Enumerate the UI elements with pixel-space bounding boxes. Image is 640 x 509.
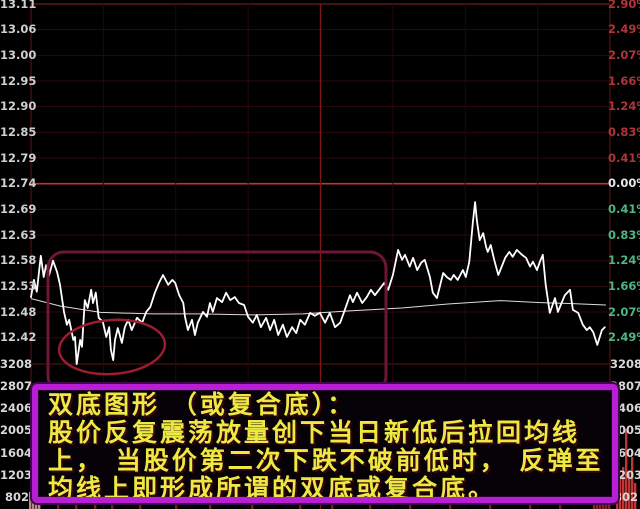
double-bottom-ellipse-annotation xyxy=(57,318,167,376)
average-price-line xyxy=(30,298,606,316)
volume-bar xyxy=(111,502,114,509)
volume-bar xyxy=(139,500,142,509)
volume-bar xyxy=(94,497,97,509)
annotation-text-line: 股价反复震荡放量创下当日新低后拉回均线 xyxy=(48,418,581,447)
volume-bar xyxy=(449,500,452,509)
volume-bar xyxy=(209,502,212,509)
annotation-title-line: 双底图形 （或复合底）： xyxy=(48,390,356,419)
volume-bar xyxy=(38,499,41,509)
annotation-text-line: 均线上即形成所谓的双底或复合底。 xyxy=(48,474,497,503)
volume-bar xyxy=(299,499,302,509)
volume-bar xyxy=(529,501,532,509)
volume-bar xyxy=(175,498,178,509)
volume-bar xyxy=(29,492,32,509)
volume-bar xyxy=(331,502,334,509)
annotation-text-line: 上， 当股价第二次下跌不破前低时， 反弹至 xyxy=(48,446,604,475)
volume-bar xyxy=(251,501,254,509)
volume-bar xyxy=(369,501,372,509)
price-line xyxy=(30,201,606,366)
volume-bar xyxy=(489,502,492,509)
volume-bar xyxy=(559,502,562,509)
volume-bar xyxy=(628,471,631,509)
volume-bar xyxy=(625,429,628,509)
volume-bar xyxy=(619,479,622,509)
annotation-text-box: 双底图形 （或复合底）： 股价反复震荡放量创下当日新低后拉回均线 上， 当股价第… xyxy=(32,384,618,503)
volume-bar xyxy=(57,501,60,509)
volume-bar xyxy=(634,483,637,509)
volume-bar xyxy=(631,457,634,509)
volume-bar xyxy=(622,467,625,509)
volume-bar xyxy=(409,502,412,509)
volume-bar xyxy=(75,502,78,509)
